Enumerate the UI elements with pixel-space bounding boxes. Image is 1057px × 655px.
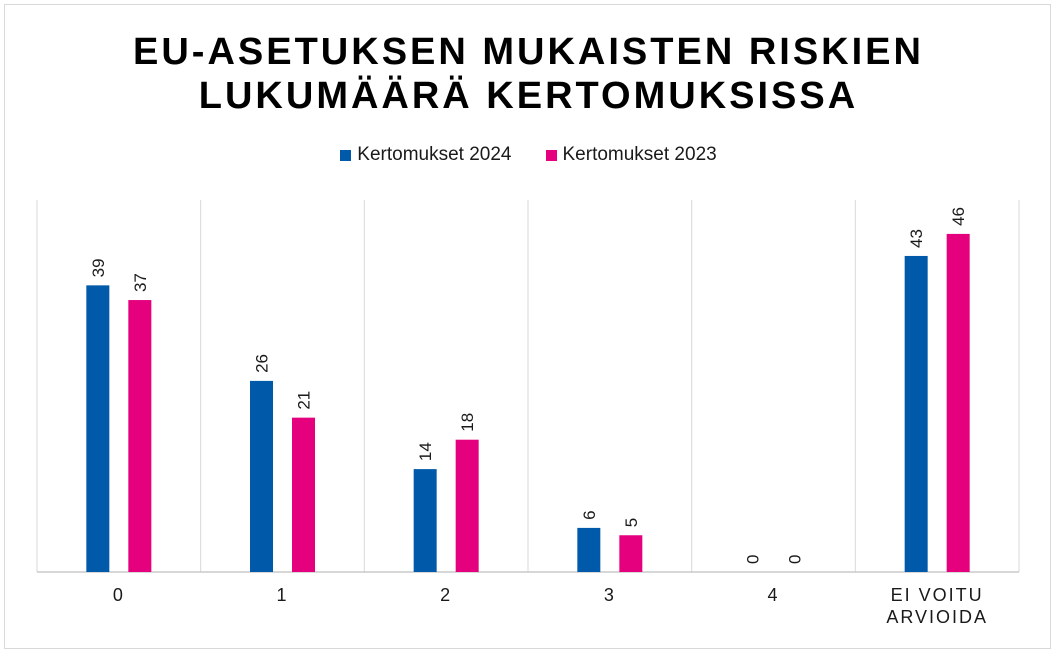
bar-2023-3 bbox=[619, 535, 643, 572]
legend-label-2024: Kertomukset 2024 bbox=[357, 144, 512, 165]
bar-2023-5 bbox=[946, 233, 970, 572]
data-label: 14 bbox=[416, 442, 435, 461]
chart-title: EU-ASETUKSEN MUKAISTEN RISKIEN LUKUMÄÄRÄ… bbox=[0, 30, 1057, 118]
data-label: 21 bbox=[295, 391, 314, 410]
data-label: 5 bbox=[622, 518, 641, 527]
legend-label-2023: Kertomukset 2023 bbox=[562, 144, 717, 165]
bar-2024-5 bbox=[904, 255, 928, 572]
data-label: 26 bbox=[253, 354, 272, 373]
x-tick-label: 2 bbox=[440, 585, 452, 605]
legend-item-2024: Kertomukset 2024 bbox=[340, 144, 512, 166]
data-label: 18 bbox=[458, 413, 477, 432]
data-label: 37 bbox=[131, 273, 150, 292]
data-label: 0 bbox=[744, 555, 763, 564]
data-label: 39 bbox=[89, 258, 108, 277]
x-tick-label: EI VOITU bbox=[891, 585, 984, 605]
bar-2023-0 bbox=[128, 300, 152, 572]
bar-2024-3 bbox=[577, 527, 601, 572]
x-tick-label: 0 bbox=[113, 585, 125, 605]
chart-title-line-1: EU-ASETUKSEN MUKAISTEN RISKIEN bbox=[133, 31, 924, 73]
bar-2023-2 bbox=[455, 439, 479, 572]
chart-title-line-2: LUKUMÄÄRÄ KERTOMUKSISSA bbox=[198, 75, 859, 117]
legend-item-2023: Kertomukset 2023 bbox=[545, 144, 717, 166]
legend-swatch-2023 bbox=[545, 149, 557, 161]
legend-swatch-2024 bbox=[340, 149, 352, 161]
bar-2024-2 bbox=[413, 469, 437, 572]
bar-2024-1 bbox=[250, 380, 273, 572]
chart-legend: Kertomukset 2024 Kertomukset 2023 bbox=[0, 144, 1057, 166]
data-label: 0 bbox=[786, 555, 805, 564]
data-label: 6 bbox=[580, 510, 599, 519]
bar-2024-0 bbox=[86, 285, 110, 572]
data-label: 43 bbox=[907, 229, 926, 248]
x-tick-label: ARVIOIDA bbox=[886, 607, 988, 627]
x-tick-label: 3 bbox=[604, 585, 616, 605]
x-tick-label: 4 bbox=[767, 585, 779, 605]
x-tick-label: 1 bbox=[276, 585, 288, 605]
bar-2023-1 bbox=[292, 417, 315, 572]
data-label: 46 bbox=[949, 207, 968, 226]
